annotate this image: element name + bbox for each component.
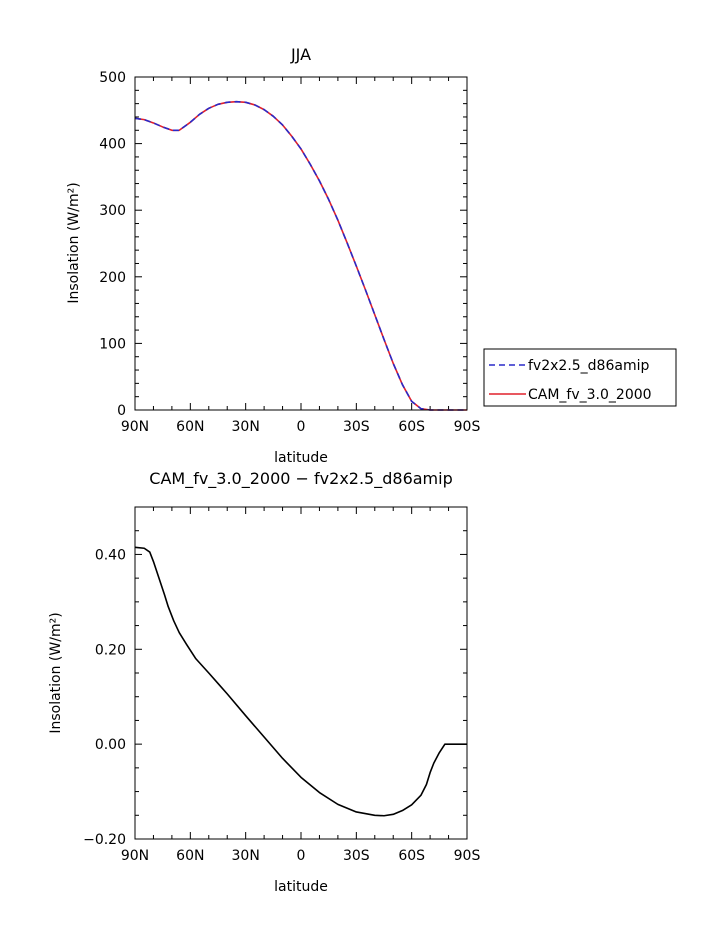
bottom-chart-y-axis-title: Insolation (W/m²): [48, 612, 64, 733]
top-chart-x-tick-labels: 90N 60N 30N 0 30S 60S 90S: [121, 419, 481, 435]
x-tick-label: 30S: [343, 848, 370, 864]
x-tick-label: 0: [297, 848, 306, 864]
x-tick-label: 90N: [121, 419, 149, 435]
x-tick-label: 90S: [454, 848, 481, 864]
bottom-chart-ticks: [134, 506, 468, 840]
bottom-chart-title: CAM_fv_3.0_2000 − fv2x2.5_d86amip: [149, 469, 452, 489]
y-tick-label: 0.40: [95, 547, 126, 563]
x-tick-label: 60N: [176, 848, 204, 864]
top-chart-title: JJA: [290, 45, 311, 64]
bottom-chart-frame: [134, 506, 468, 840]
y-tick-label: 0: [117, 403, 126, 419]
top-chart-panel: JJA 90N 60N 30N 0 30S 60S 90S 0 100 200 300 400 500…: [66, 45, 677, 466]
top-chart-y-tick-labels: 0 100 200 300 400 500: [99, 70, 126, 419]
y-tick-label: 500: [99, 70, 126, 86]
legend-label-fv2x2.5: fv2x2.5_d86amip: [528, 358, 649, 374]
bottom-chart-y-tick-labels: −0.20 0.00 0.20 0.40: [83, 547, 126, 848]
y-tick-label: 0.20: [95, 642, 126, 658]
top-chart-series: [134, 100, 467, 411]
bottom-chart-x-tick-labels: 90N 60N 30N 0 30S 60S 90S: [121, 848, 481, 864]
x-tick-label: 0: [297, 419, 306, 435]
x-tick-label: 60N: [176, 419, 204, 435]
legend: fv2x2.5_d86amip CAM_fv_3.0_2000: [483, 348, 677, 407]
x-tick-label: 30N: [232, 419, 260, 435]
bottom-chart-x-axis-title: latitude: [274, 879, 328, 895]
bottom-chart-series: [134, 546, 467, 817]
x-tick-label: 30S: [343, 419, 370, 435]
series-line-0: [134, 546, 467, 817]
x-tick-label: 60S: [398, 419, 425, 435]
legend-label-cam: CAM_fv_3.0_2000: [528, 387, 652, 403]
x-tick-label: 90S: [454, 419, 481, 435]
y-tick-label: 200: [99, 270, 126, 286]
series-line-1: [134, 100, 467, 411]
x-tick-label: 60S: [398, 848, 425, 864]
x-tick-label: 30N: [232, 848, 260, 864]
x-tick-label: 90N: [121, 848, 149, 864]
legend-box: [483, 348, 677, 407]
y-tick-label: 400: [99, 137, 126, 153]
y-tick-label: 300: [99, 203, 126, 219]
bottom-chart-panel: CAM_fv_3.0_2000 − fv2x2.5_d86amip 90N 60N…: [48, 469, 480, 895]
y-tick-label: 100: [99, 336, 126, 352]
top-chart-frame: [134, 76, 468, 411]
y-tick-label: −0.20: [83, 832, 126, 848]
top-chart-x-axis-title: latitude: [274, 450, 328, 466]
y-tick-label: 0.00: [95, 737, 126, 753]
top-chart-y-axis-title: Insolation (W/m²): [66, 182, 82, 303]
